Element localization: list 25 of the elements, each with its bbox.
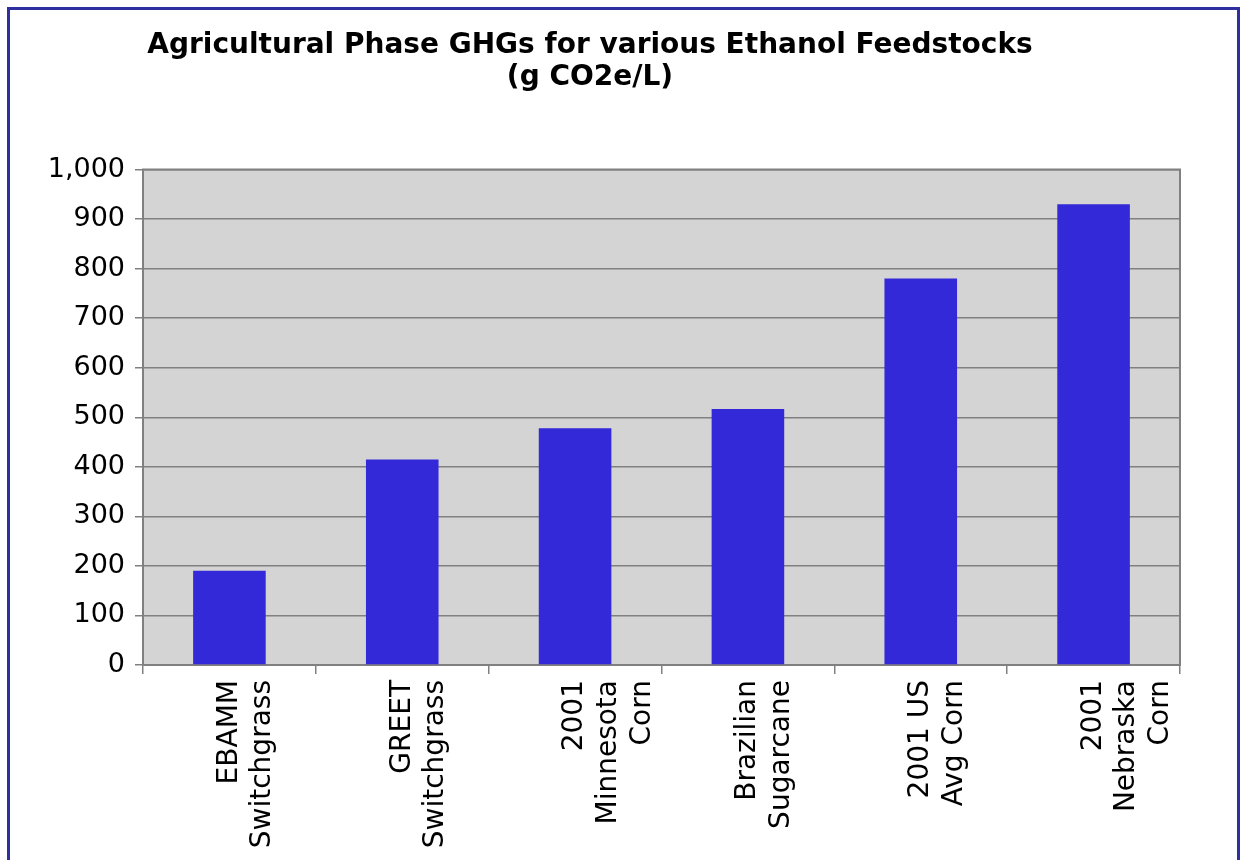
x-tick-label: EBAMM Switchgrass — [210, 680, 278, 849]
y-tick-label: 1,000 — [47, 151, 125, 183]
y-tick-label: 100 — [73, 597, 125, 629]
y-tick-label: 700 — [73, 300, 125, 332]
y-tick-label: 300 — [73, 498, 125, 530]
y-tick-label: 600 — [73, 349, 125, 381]
chart-subtitle: (g CO2e/L) — [506, 59, 674, 93]
x-tick-label: 2001 Minnesota Corn — [556, 680, 657, 825]
bar — [193, 570, 266, 665]
bar — [538, 428, 612, 665]
x-tick-label: Brazilian Sugarcane — [729, 680, 796, 829]
x-tick-label: GREET Switchgrass — [383, 679, 451, 849]
y-tick-label: 800 — [73, 250, 125, 282]
x-tick-label: 2001 US Avg Corn — [902, 680, 969, 807]
y-tick-label: 400 — [73, 448, 125, 480]
x-tick-label: 2001 Nebraska Corn — [1074, 680, 1176, 813]
y-tick-label: 0 — [107, 647, 125, 679]
y-tick-label: 500 — [73, 399, 125, 431]
bar — [711, 408, 785, 665]
bar — [884, 278, 958, 665]
bar — [365, 459, 439, 665]
bar — [1057, 204, 1130, 665]
y-tick-label: 900 — [73, 201, 125, 233]
chart-title: Agricultural Phase GHGs for various Ethanol Feedstocks — [147, 26, 1033, 60]
y-tick-label: 200 — [73, 547, 125, 579]
